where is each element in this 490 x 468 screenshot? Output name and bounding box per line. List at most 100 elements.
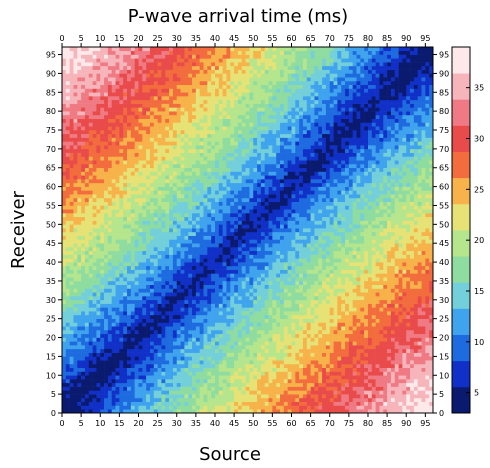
heatmap-cell — [100, 273, 105, 278]
heatmap-cell — [73, 133, 78, 138]
heatmap-cell — [138, 379, 143, 384]
heatmap-cell — [161, 175, 166, 180]
heatmap-cell — [188, 303, 193, 308]
heatmap-cell — [142, 194, 147, 199]
heatmap-cell — [188, 390, 193, 395]
heatmap-cell — [214, 265, 220, 270]
heatmap-cell — [184, 167, 189, 172]
heatmap-cell — [192, 367, 197, 372]
heatmap-cell — [69, 371, 74, 376]
heatmap-cell — [234, 224, 239, 229]
heatmap-cell — [230, 329, 235, 335]
heatmap-cell — [77, 296, 82, 301]
heatmap-cell — [115, 92, 120, 97]
heatmap-cell — [188, 80, 193, 86]
heatmap-cell — [230, 224, 235, 229]
heatmap-cell — [207, 273, 212, 278]
heatmap-cell — [69, 182, 74, 187]
heatmap-cell — [84, 201, 90, 206]
heatmap-cell — [245, 122, 250, 127]
heatmap-cell — [130, 367, 135, 372]
heatmap-cell — [165, 156, 170, 161]
heatmap-cell — [77, 65, 82, 70]
heatmap-cell — [241, 58, 246, 63]
heatmap-cell — [165, 50, 170, 55]
heatmap-cell — [96, 284, 101, 289]
heatmap-cell — [104, 201, 109, 206]
heatmap-cell — [73, 137, 78, 142]
heatmap-cell — [165, 77, 170, 82]
heatmap-cell — [211, 80, 216, 86]
heatmap-cell — [100, 322, 105, 327]
heatmap-cell — [84, 96, 90, 101]
heatmap-cell — [192, 96, 197, 101]
heatmap-cell — [249, 345, 254, 350]
heatmap-cell — [230, 303, 235, 308]
heatmap-cell — [119, 122, 124, 127]
heatmap-cell — [62, 367, 67, 372]
heatmap-cell — [241, 224, 246, 229]
heatmap-cell — [142, 258, 147, 263]
heatmap-cell — [104, 375, 109, 380]
heatmap-cell — [115, 73, 120, 78]
heatmap-cell — [84, 303, 90, 308]
heatmap-cell — [211, 288, 216, 293]
heatmap-cell — [222, 348, 227, 353]
heatmap-cell — [104, 213, 109, 218]
heatmap-cell — [226, 356, 231, 361]
heatmap-cell — [184, 122, 189, 127]
heatmap-cell — [104, 107, 109, 112]
heatmap-cell — [207, 65, 212, 70]
heatmap-cell — [123, 292, 128, 297]
heatmap-cell — [169, 103, 174, 108]
heatmap-cell — [142, 394, 147, 399]
heatmap-cell — [157, 303, 162, 308]
heatmap-cell — [169, 292, 174, 297]
heatmap-cell — [199, 137, 204, 142]
heatmap-cell — [234, 394, 239, 399]
heatmap-cell — [253, 175, 258, 180]
heatmap-cell — [165, 277, 170, 282]
heatmap-cell — [107, 182, 113, 187]
heatmap-cell — [138, 273, 143, 278]
heatmap-cell — [146, 405, 151, 410]
heatmap-cell — [96, 99, 101, 104]
heatmap-cell — [107, 386, 113, 391]
heatmap-cell — [104, 382, 109, 387]
heatmap-cell — [104, 47, 109, 52]
heatmap-cell — [153, 54, 158, 59]
heatmap-cell — [100, 58, 105, 63]
heatmap-cell — [237, 318, 243, 323]
heatmap-cell — [199, 54, 204, 59]
heatmap-cell — [214, 394, 220, 399]
heatmap-cell — [222, 394, 227, 399]
heatmap-cell — [169, 88, 174, 93]
heatmap-cell — [234, 99, 239, 104]
heatmap-cell — [172, 194, 178, 199]
heatmap-cell — [146, 111, 151, 116]
heatmap-cell — [180, 303, 185, 308]
heatmap-cell — [226, 352, 231, 357]
heatmap-cell — [92, 156, 97, 161]
heatmap-cell — [77, 114, 82, 119]
heatmap-cell — [207, 54, 212, 59]
heatmap-cell — [69, 277, 74, 282]
heatmap-cell — [77, 118, 82, 123]
heatmap-cell — [73, 311, 78, 316]
heatmap-cell — [157, 314, 162, 319]
heatmap-cell — [73, 58, 78, 63]
heatmap-cell — [65, 205, 70, 210]
heatmap-cell — [146, 243, 151, 248]
heatmap-cell — [77, 345, 82, 350]
heatmap-cell — [199, 62, 204, 67]
heatmap-cell — [157, 92, 162, 97]
heatmap-cell — [214, 118, 220, 123]
heatmap-cell — [165, 224, 170, 229]
heatmap-cell — [226, 80, 231, 86]
heatmap-cell — [161, 122, 166, 127]
heatmap-cell — [127, 246, 132, 252]
heatmap-cell — [234, 314, 239, 319]
heatmap-cell — [123, 228, 128, 233]
heatmap-cell — [142, 254, 147, 259]
heatmap-cell — [73, 401, 78, 406]
